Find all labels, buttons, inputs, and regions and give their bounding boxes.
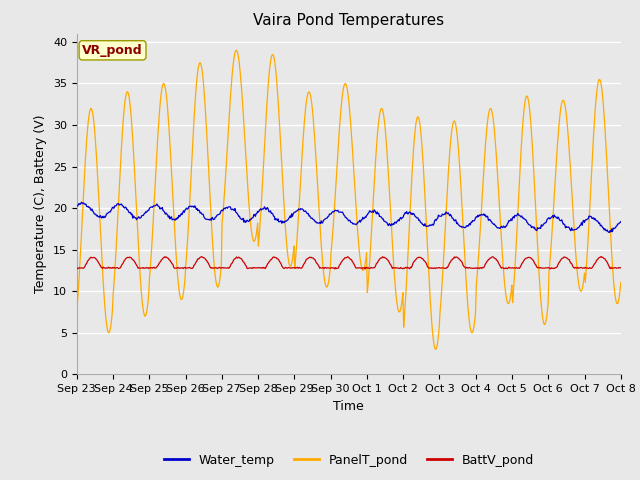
Legend: Water_temp, PanelT_pond, BattV_pond: Water_temp, PanelT_pond, BattV_pond bbox=[159, 449, 539, 472]
Title: Vaira Pond Temperatures: Vaira Pond Temperatures bbox=[253, 13, 444, 28]
Text: VR_pond: VR_pond bbox=[82, 44, 143, 57]
X-axis label: Time: Time bbox=[333, 400, 364, 413]
Y-axis label: Temperature (C), Battery (V): Temperature (C), Battery (V) bbox=[35, 115, 47, 293]
